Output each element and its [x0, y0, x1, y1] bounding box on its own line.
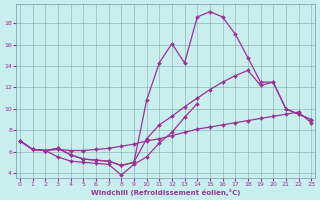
X-axis label: Windchill (Refroidissement éolien,°C): Windchill (Refroidissement éolien,°C)	[91, 189, 240, 196]
